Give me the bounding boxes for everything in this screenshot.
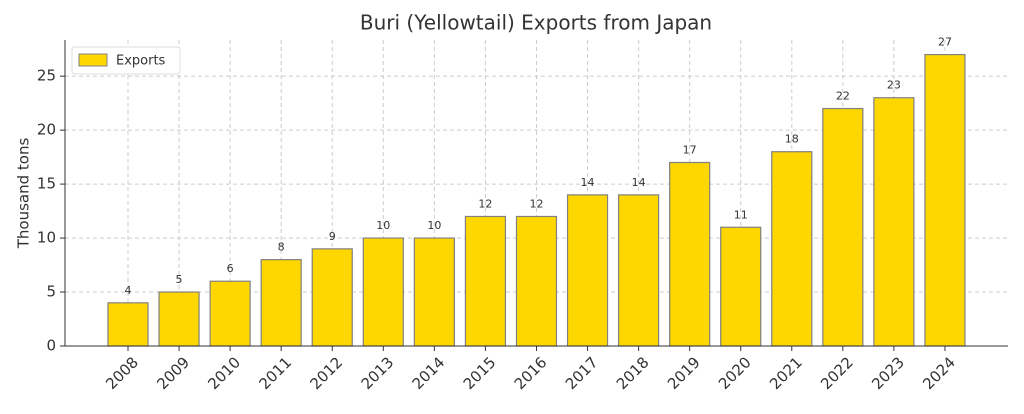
y-tick-label: 5: [46, 283, 56, 301]
data-label: 27: [938, 36, 952, 49]
x-tick-label: 2010: [204, 353, 244, 393]
bar: [209, 280, 251, 347]
y-tick-label: 10: [37, 229, 56, 247]
x-tick-label: 2015: [460, 353, 500, 393]
data-label: 10: [376, 219, 390, 232]
data-label: 17: [683, 144, 697, 157]
data-label: 5: [176, 273, 183, 286]
bar: [413, 237, 455, 347]
x-tick-label: 2019: [664, 353, 704, 393]
bar: [617, 194, 660, 347]
x-tick-label: 2024: [919, 353, 959, 393]
x-tick-label: 2021: [766, 353, 806, 393]
bar: [771, 151, 813, 347]
bar: [924, 53, 966, 347]
legend-label: Exports: [116, 54, 166, 69]
x-tick-label: 2022: [817, 353, 857, 393]
data-label: 6: [227, 262, 234, 275]
bar: [362, 237, 404, 347]
data-label: 12: [529, 197, 543, 210]
y-tick-label: 25: [37, 67, 56, 85]
bar: [311, 248, 353, 347]
bar: [464, 215, 507, 347]
data-label: 14: [632, 176, 646, 189]
data-label: 4: [125, 284, 132, 297]
legend-swatch: [78, 53, 108, 67]
x-tick-label: 2017: [562, 353, 602, 393]
chart-title: Buri (Yellowtail) Exports from Japan: [360, 11, 712, 35]
y-tick-label: 0: [46, 337, 56, 355]
data-label: 18: [785, 133, 799, 146]
bar: [873, 97, 915, 347]
bar: [669, 161, 711, 347]
data-label: 23: [887, 79, 901, 92]
y-tick-label: 15: [37, 175, 56, 193]
x-tick-label: 2013: [358, 353, 398, 393]
x-tick-label: 2020: [715, 353, 755, 393]
x-tick-label: 2023: [868, 353, 908, 393]
x-tick-label: 2011: [255, 353, 295, 393]
data-label: 8: [278, 241, 285, 254]
x-tick-label: 2012: [307, 353, 347, 393]
y-axis-label: Thousand tons: [15, 138, 33, 250]
y-tick-label: 20: [37, 121, 56, 139]
x-tick-label: 2018: [613, 353, 653, 393]
bar: [566, 194, 609, 347]
bar: [515, 215, 558, 347]
data-label: 11: [734, 208, 748, 221]
x-tick-label: 2016: [511, 353, 551, 393]
data-label: 10: [427, 219, 441, 232]
x-tick-label: 2014: [409, 353, 449, 393]
data-label: 12: [478, 197, 492, 210]
x-tick-label: 2008: [102, 353, 142, 393]
bar: [720, 226, 762, 347]
data-label: 22: [836, 90, 850, 103]
bar: [107, 302, 149, 347]
data-label: 14: [581, 176, 595, 189]
x-tick-label: 2009: [153, 353, 193, 393]
bar: [822, 107, 864, 347]
data-label: 9: [329, 230, 336, 243]
bar: [260, 259, 302, 347]
bar: [158, 291, 200, 347]
